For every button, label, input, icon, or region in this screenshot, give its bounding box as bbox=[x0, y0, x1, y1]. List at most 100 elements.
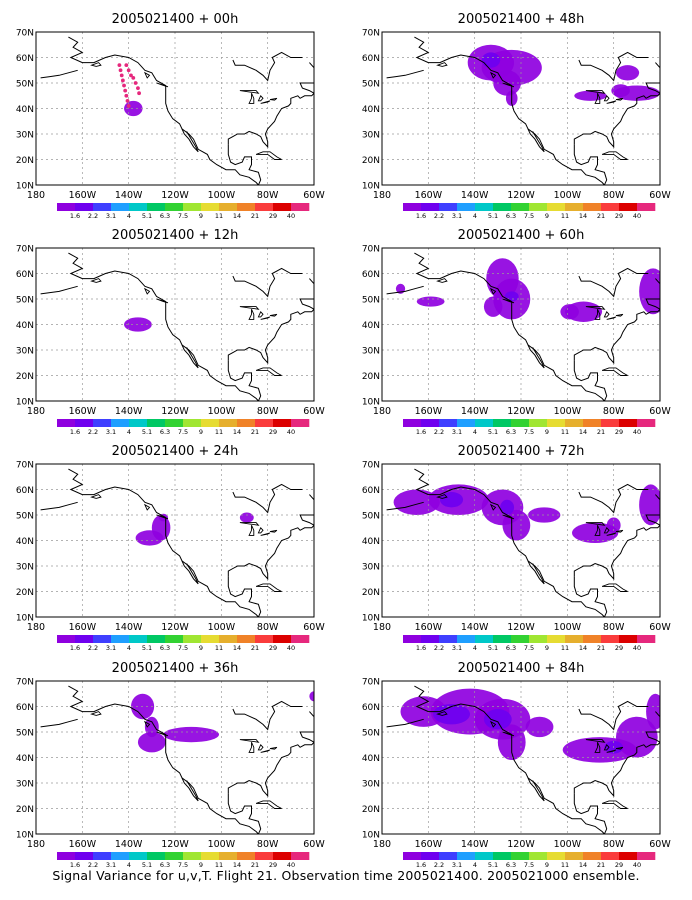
forecast-panel: 2005021400 + 24h 10N 20N 30N 40N 50N 60N 70N 180… bbox=[16, 444, 326, 652]
y-tick-label: 30N bbox=[16, 131, 34, 141]
coastline bbox=[255, 151, 282, 160]
coastline bbox=[615, 313, 624, 317]
coastline bbox=[227, 360, 262, 401]
panel-title: 2005021400 + 60h bbox=[458, 228, 585, 243]
coastline bbox=[606, 316, 617, 320]
colorbar-swatch bbox=[475, 635, 494, 643]
colorbar-label: 7.5 bbox=[524, 212, 534, 220]
coastline bbox=[527, 344, 545, 369]
coastline bbox=[489, 71, 497, 79]
colorbar-swatch bbox=[403, 635, 422, 643]
colorbar-label: 9 bbox=[545, 644, 549, 652]
map-area bbox=[36, 32, 314, 185]
colorbar-swatch bbox=[565, 635, 584, 643]
x-tick-label: 180 bbox=[373, 190, 391, 201]
y-tick-label: 70N bbox=[16, 678, 34, 688]
x-tick-label: 140W bbox=[115, 406, 143, 417]
coastline bbox=[90, 62, 102, 67]
y-tick-label: 70N bbox=[362, 678, 380, 688]
x-tick-label: 140W bbox=[461, 622, 489, 633]
colorbar-label: 6.3 bbox=[506, 428, 516, 436]
colorbar-swatch bbox=[511, 635, 530, 643]
colorbar-swatch bbox=[201, 203, 220, 211]
variance-shading bbox=[560, 304, 579, 320]
x-tick-label: 120W bbox=[161, 839, 189, 850]
colorbar-swatch bbox=[421, 419, 440, 427]
coastline bbox=[156, 298, 169, 304]
figure-caption: Signal Variance for u,v,T. Flight 21. Ob… bbox=[52, 868, 640, 883]
colorbar-swatch bbox=[273, 203, 292, 211]
forecast-panel: 2005021400 + 12h 10N 20N 30N 40N 50N 60N 70N 180… bbox=[16, 228, 326, 436]
y-tick-label: 10N bbox=[362, 182, 380, 192]
x-tick-label: 120W bbox=[161, 622, 189, 633]
map-area bbox=[36, 681, 314, 834]
panel-title: 2005021400 + 36h bbox=[112, 661, 239, 676]
colorbar-label: 3.1 bbox=[106, 644, 116, 652]
x-tick-label: 180 bbox=[27, 190, 45, 201]
coastline bbox=[578, 267, 649, 298]
colorbar-label: 14 bbox=[579, 428, 587, 436]
coastline bbox=[414, 36, 605, 185]
colorbar-label: 3.1 bbox=[452, 861, 462, 869]
colorbar-swatch bbox=[219, 203, 238, 211]
colorbar-label: 2.2 bbox=[88, 212, 98, 220]
x-tick-label: 60W bbox=[649, 839, 671, 850]
colorbar-swatch bbox=[619, 419, 638, 427]
coastline bbox=[68, 685, 259, 834]
colorbar-label: 4 bbox=[473, 644, 477, 652]
x-tick-label: 100W bbox=[208, 839, 236, 850]
coastline bbox=[578, 700, 649, 731]
colorbar-swatch bbox=[237, 635, 256, 643]
map-frame bbox=[35, 463, 315, 618]
coastline bbox=[40, 285, 78, 295]
y-tick-label: 30N bbox=[362, 780, 380, 790]
colorbar-swatch bbox=[201, 419, 220, 427]
colorbar-swatch bbox=[57, 635, 76, 643]
colorbar-label: 21 bbox=[597, 212, 605, 220]
colorbar-swatch bbox=[183, 635, 202, 643]
colorbar-label: 29 bbox=[615, 428, 623, 436]
colorbar-label: 3.1 bbox=[452, 644, 462, 652]
map-frame bbox=[381, 247, 661, 402]
coastline bbox=[232, 483, 303, 514]
colorbar-label: 11 bbox=[561, 428, 569, 436]
colorbar-swatch bbox=[165, 852, 184, 860]
x-tick-label: 120W bbox=[507, 622, 535, 633]
panel-title: 2005021400 + 24h bbox=[112, 444, 239, 459]
colorbar-swatch bbox=[529, 852, 548, 860]
colorbar-swatch bbox=[237, 419, 256, 427]
colorbar-swatch bbox=[475, 852, 494, 860]
coastline bbox=[181, 344, 199, 369]
colorbar-swatch bbox=[421, 203, 440, 211]
colorbar-swatch bbox=[529, 635, 548, 643]
colorbar-label: 4 bbox=[473, 861, 477, 869]
colorbar-swatch bbox=[601, 635, 620, 643]
colorbar-label: 1.6 bbox=[416, 861, 426, 869]
map-area bbox=[36, 248, 314, 401]
colorbar-swatch bbox=[201, 635, 220, 643]
coastline bbox=[40, 501, 78, 511]
colorbar-swatch bbox=[111, 203, 130, 211]
coastline bbox=[573, 62, 660, 149]
colorbar-label: 7.5 bbox=[178, 428, 188, 436]
colorbar-label: 4 bbox=[127, 212, 131, 220]
observation-point bbox=[118, 68, 123, 73]
colorbar-swatch bbox=[291, 852, 310, 860]
y-tick-label: 20N bbox=[362, 156, 380, 166]
x-tick-label: 100W bbox=[554, 622, 582, 633]
colorbar-swatch bbox=[493, 203, 512, 211]
y-tick-label: 40N bbox=[362, 105, 380, 115]
coastline bbox=[248, 742, 255, 753]
colorbar-label: 6.3 bbox=[160, 212, 170, 220]
x-tick-label: 100W bbox=[554, 190, 582, 201]
x-tick-label: 80W bbox=[603, 839, 625, 850]
colorbar-label: 7.5 bbox=[178, 212, 188, 220]
coastline bbox=[143, 503, 151, 511]
colorbar-label: 11 bbox=[215, 861, 223, 869]
colorbar-label: 2.2 bbox=[434, 428, 444, 436]
x-tick-label: 60W bbox=[649, 406, 671, 417]
y-tick-label: 70N bbox=[362, 29, 380, 39]
colorbar-label: 21 bbox=[251, 861, 259, 869]
coastline bbox=[585, 90, 606, 94]
colorbar-label: 4 bbox=[473, 428, 477, 436]
